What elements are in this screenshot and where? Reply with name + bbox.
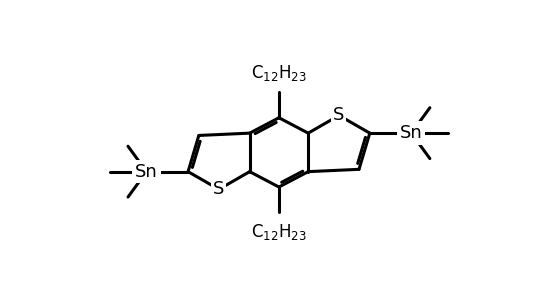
Text: S: S [334, 107, 344, 124]
Text: C$_{12}$H$_{23}$: C$_{12}$H$_{23}$ [251, 222, 307, 242]
Text: Sn: Sn [400, 124, 423, 142]
Text: C$_{12}$H$_{23}$: C$_{12}$H$_{23}$ [251, 63, 307, 83]
Text: Sn: Sn [135, 163, 158, 181]
Text: S: S [213, 180, 225, 198]
